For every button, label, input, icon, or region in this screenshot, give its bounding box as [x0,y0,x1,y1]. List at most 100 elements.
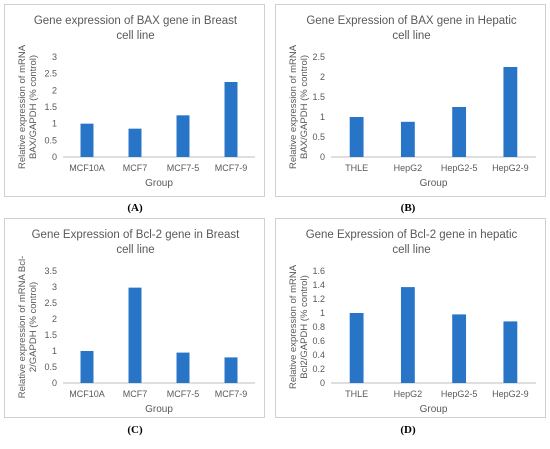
chart-panel-a: Gene expression of BAX gene in Breast cel… [4,4,265,197]
chart-d-bar [400,287,415,383]
chart-c-category-label: MCF7-5 [167,389,200,399]
panel-label-b: (B) [400,202,416,214]
chart-c-ylabel: Relative expression of mRNA Bcl-2/GAPDH … [17,256,39,399]
chart-c-category-label: MCF10A [69,389,105,399]
chart-c-category-label: MCF7-9 [215,389,248,399]
chart-b-ytick-label: 1 [320,112,325,122]
chart-c-bar [176,352,190,383]
chart-b-ytick-label: 0.5 [312,132,325,142]
chart-b-ytick-label: 2.5 [312,52,325,62]
chart-a-category-label: MCF7 [123,163,148,173]
chart-a-category-label: MCF7-9 [215,163,248,173]
chart-c-title-line: Gene Expression of Bcl-2 gene in Breast [32,229,241,241]
chart-d-bar [349,313,364,383]
chart-d-svg: Gene Expression of Bcl-2 gene in hepatic… [288,229,536,415]
chart-c-ytick-label: 1 [52,346,57,356]
chart-a-ytick-label: 2 [52,85,57,95]
chart-a-ytick-label: 1.5 [44,102,57,112]
chart-b-ylabel-line: Relative expression of mRNA [288,44,299,169]
chart-d-title-line: cell line [392,244,430,256]
chart-a-ylabel-line: Relative expression of mRNA [17,44,28,169]
chart-d-ytick-label: 0.4 [312,350,325,360]
chart-d-category-label: HepG2-5 [441,389,478,399]
chart-d-ytick-label: 1.2 [312,294,325,304]
chart-a-bar [176,115,190,157]
chart-b-bar [452,107,467,157]
chart-c-ylabel-line: 2/GAPDH (% control) [28,282,39,372]
chart-d-category-label: HepG2-9 [492,389,529,399]
chart-panel-d: Gene Expression of Bcl-2 gene in hepatic… [275,218,546,418]
chart-d-bar [452,314,467,383]
chart-c-bar [128,287,142,383]
chart-d-ytick-label: 0.2 [312,364,325,374]
chart-b-category-label: HepG2-5 [441,163,478,173]
chart-b-bar [400,121,415,157]
chart-b-ylabel-line: BAX/GAPDH (% control) [299,55,310,159]
panel-label-a: (A) [127,202,143,214]
chart-d-title: Gene Expression of Bcl-2 gene in hepatic… [306,229,518,256]
chart-a-bar [128,128,142,157]
chart-b-ytick-label: 2 [320,72,325,82]
chart-d-ylabel-line: Bcl2/GAPDH (% control) [299,275,310,378]
chart-a-xlabel: Group [145,178,173,189]
chart-d-title-line: Gene Expression of Bcl-2 gene in hepatic [306,229,518,241]
chart-d-ytick-label: 1.4 [312,280,325,290]
chart-c-ytick-label: 3 [52,282,57,292]
chart-b-title-line: cell line [392,30,430,42]
chart-a-title-line: cell line [116,30,154,42]
chart-c-svg: Gene Expression of Bcl-2 gene in Breast c… [17,229,255,415]
chart-a-title-line: Gene expression of BAX gene in Breast [34,15,238,27]
chart-b-title-line: Gene Expression of BAX gene in Hepatic [306,15,517,27]
chart-b-ytick-label: 0 [320,152,325,162]
chart-c-ytick-label: 0 [52,378,57,388]
chart-c-ytick-label: 1.5 [44,330,57,340]
chart-b-bar [503,67,518,157]
chart-c-title-line: cell line [116,244,154,256]
chart-c-ytick-label: 3.5 [44,266,57,276]
chart-a-ytick-label: 3 [52,52,57,62]
chart-d-ytick-label: 0 [320,378,325,388]
chart-c-ytick-label: 0.5 [44,362,57,372]
chart-b-ylabel: Relative expression of mRNABAX/GAPDH (% … [288,44,310,169]
chart-d-category-label: THLE [345,389,368,399]
chart-c-bar [80,351,94,383]
chart-a-ytick-label: 1 [52,119,57,129]
chart-a-ytick-label: 0 [52,152,57,162]
chart-a-category-label: MCF10A [69,163,105,173]
chart-d-xlabel: Group [420,404,448,415]
chart-a-ylabel: Relative expression of mRNABAX/GAPDH (% … [17,44,39,169]
chart-d-bar [503,321,518,383]
chart-a-title: Gene expression of BAX gene in Breast cel… [34,15,238,42]
chart-panel-c: Gene Expression of Bcl-2 gene in Breast c… [4,218,265,418]
chart-b-ytick-label: 1.5 [312,92,325,102]
chart-d-ylabel-line: Relative expression of mRNA [288,264,299,389]
chart-c-ytick-label: 2 [52,314,57,324]
chart-a-svg: Gene expression of BAX gene in Breast cel… [17,15,255,189]
panel-label-d: (D) [400,424,416,436]
chart-c-ytick-label: 2.5 [44,298,57,308]
chart-a-category-label: MCF7-5 [167,163,200,173]
chart-d-category-label: HepG2 [394,389,423,399]
chart-c-ylabel-line: Relative expression of mRNA Bcl- [17,256,28,399]
panel-label-c: (C) [127,424,143,436]
chart-c-bar [224,357,238,383]
chart-c-title: Gene Expression of Bcl-2 gene in Breast c… [32,229,241,256]
chart-a-bar [224,82,238,157]
chart-d-ytick-label: 1 [320,308,325,318]
chart-b-category-label: HepG2 [394,163,423,173]
chart-a-ytick-label: 2.5 [44,69,57,79]
chart-a-ytick-label: 0.5 [44,135,57,145]
chart-c-category-label: MCF7 [123,389,148,399]
chart-b-xlabel: Group [420,178,448,189]
chart-panel-b: Gene Expression of BAX gene in Hepatic ce… [275,4,546,197]
chart-a-ylabel-line: BAX/GAPDH (% control) [28,55,39,159]
chart-b-category-label: HepG2-9 [492,163,529,173]
chart-b-svg: Gene Expression of BAX gene in Hepatic ce… [288,15,536,189]
chart-b-title: Gene Expression of BAX gene in Hepatic ce… [306,15,517,42]
chart-d-ylabel: Relative expression of mRNABcl2/GAPDH (%… [288,264,310,389]
chart-d-ytick-label: 1.6 [312,266,325,276]
chart-b-bar [349,117,364,157]
chart-d-ytick-label: 0.8 [312,322,325,332]
chart-b-category-label: THLE [345,163,368,173]
chart-c-xlabel: Group [145,404,173,415]
